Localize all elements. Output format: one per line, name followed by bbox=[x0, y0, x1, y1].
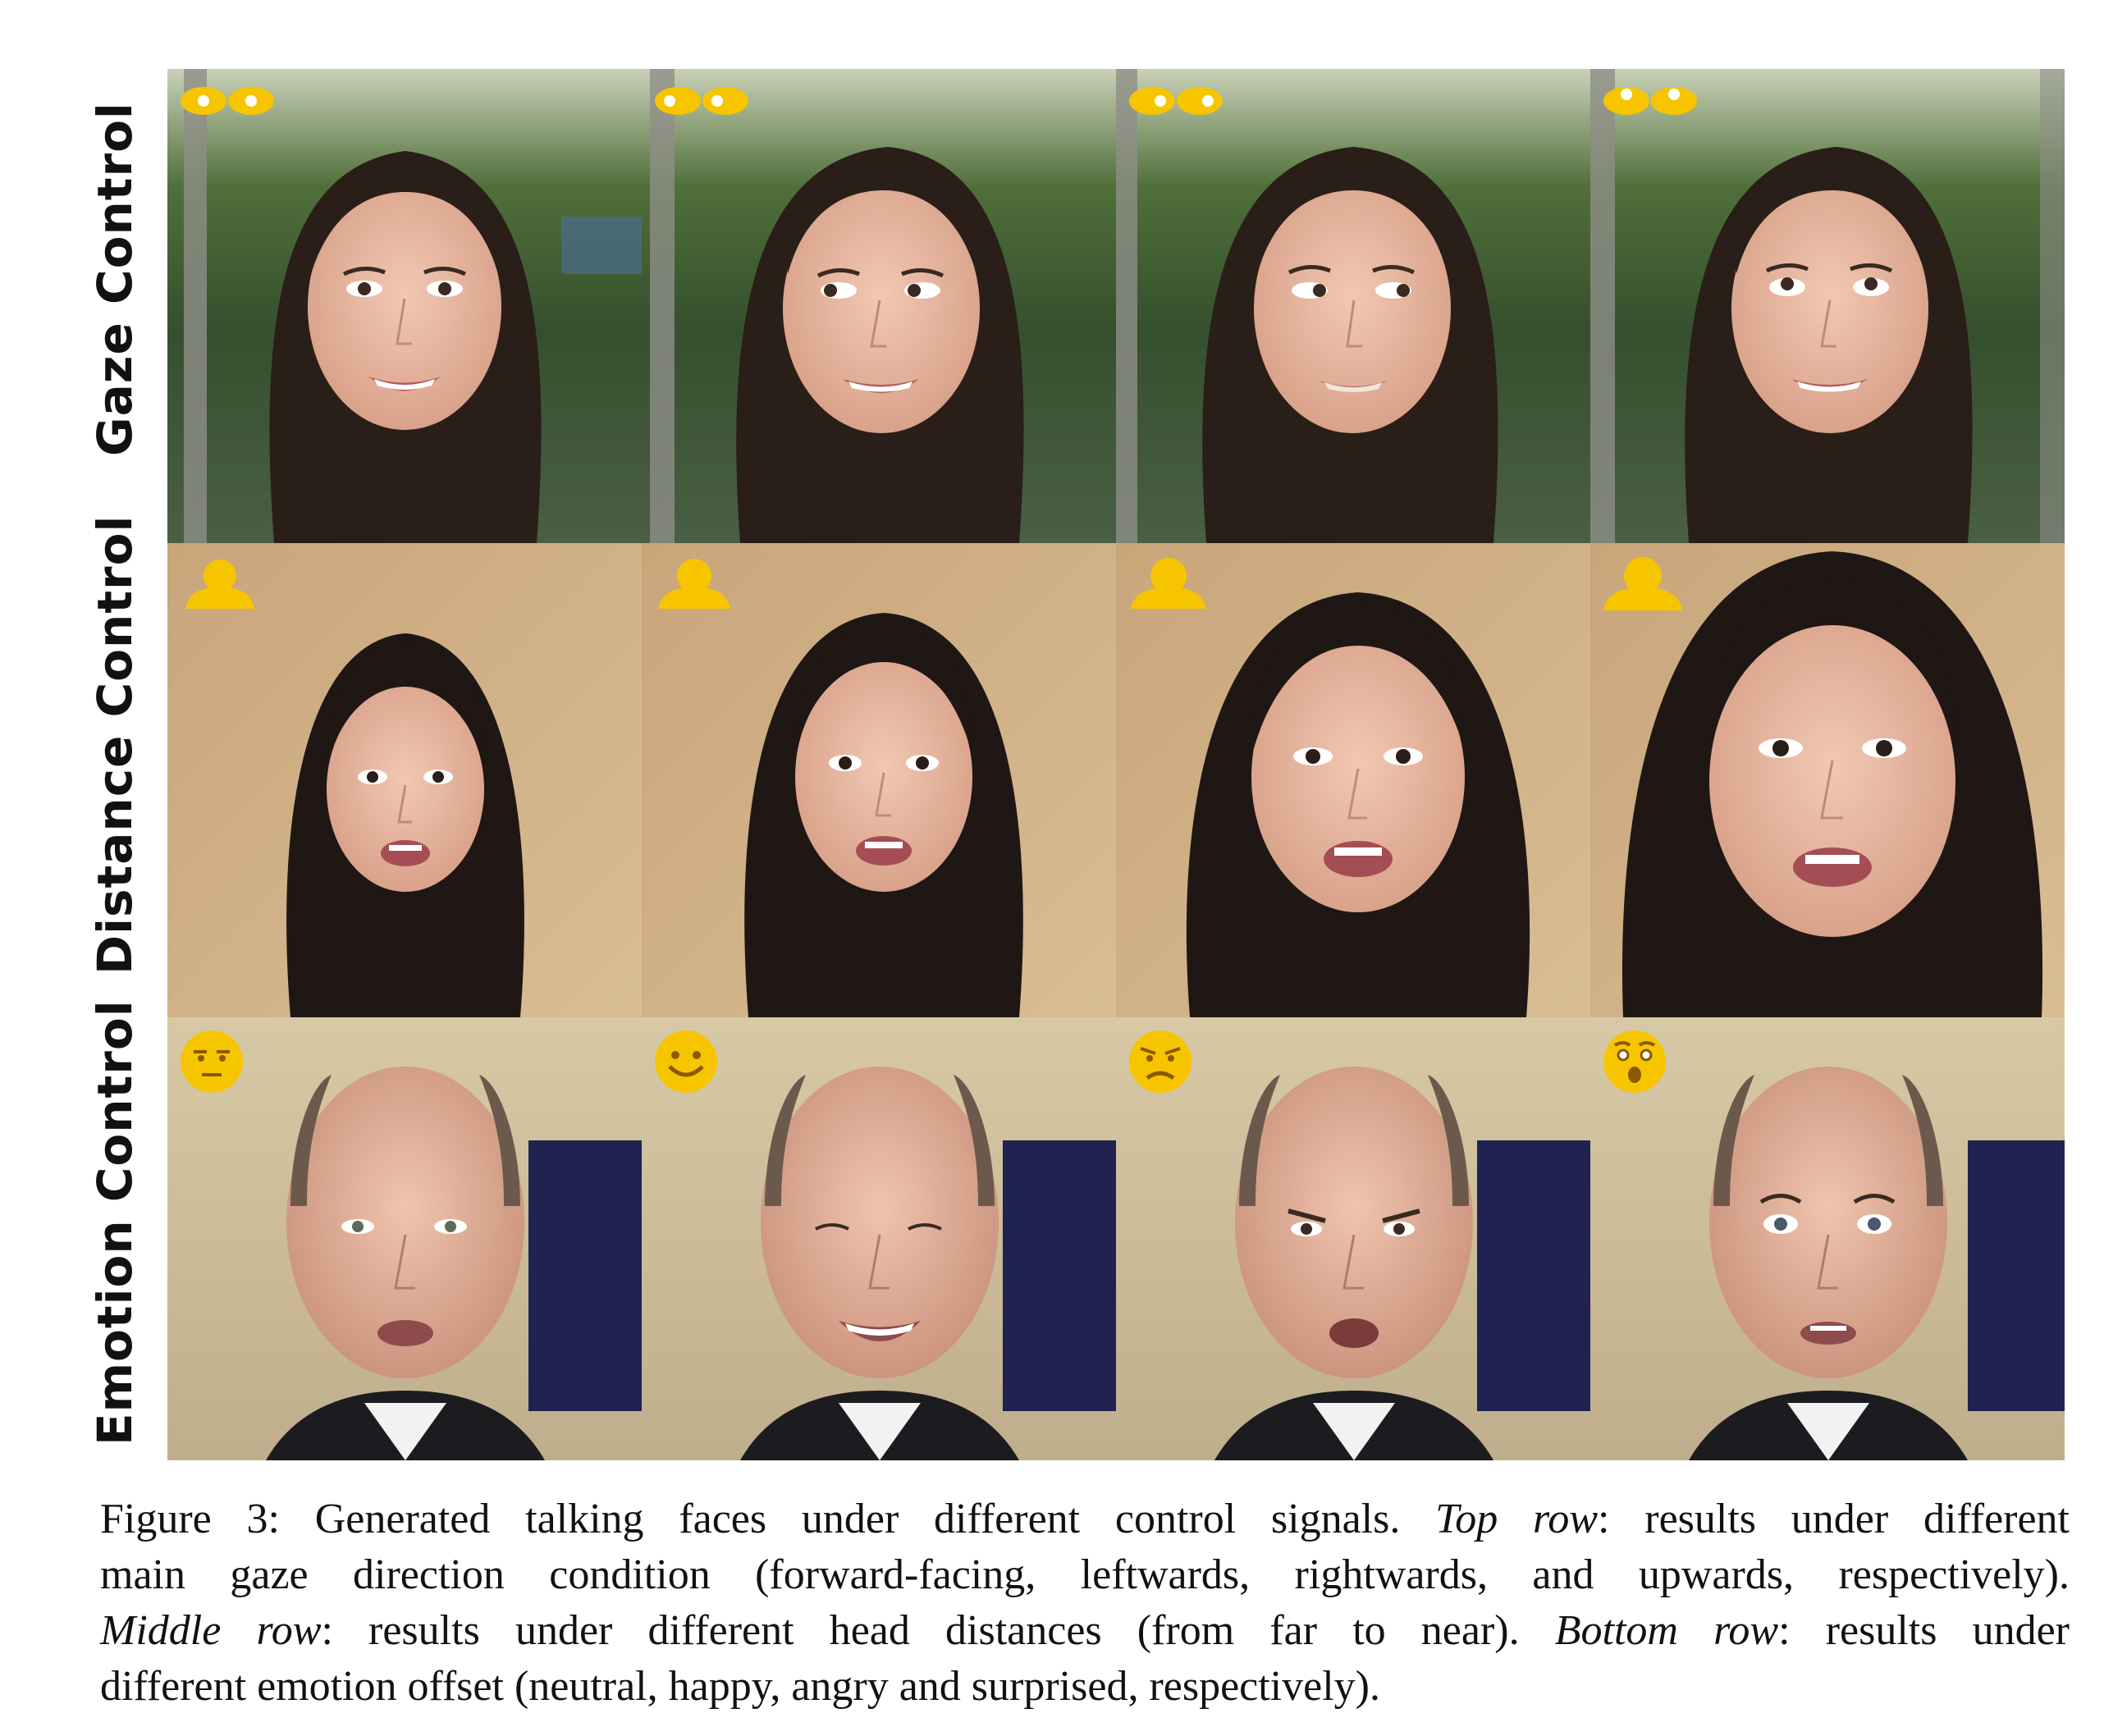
caption-line-4: different emotion offset (neutral, happy… bbox=[100, 1663, 1380, 1710]
person-medium-near-icon bbox=[1131, 558, 1206, 609]
surprised-face-icon bbox=[1603, 1030, 1666, 1093]
row-label-distance: Distance Control bbox=[87, 514, 143, 975]
eyes-up-icon bbox=[1603, 87, 1697, 115]
caption-line-3: Middle row: results under different head… bbox=[100, 1607, 2070, 1654]
distance-panel-far bbox=[167, 543, 642, 1017]
distance-panel-near bbox=[1590, 543, 2065, 1017]
eyes-forward-icon bbox=[181, 87, 274, 115]
person-far-icon bbox=[185, 560, 254, 609]
emotion-panel-surprised bbox=[1590, 1017, 2065, 1460]
figure-caption: Figure 3: Generated talking faces under … bbox=[100, 1492, 2070, 1715]
happy-face-icon bbox=[655, 1030, 717, 1093]
caption-line-2: main gaze direction condition (forward-f… bbox=[100, 1551, 2070, 1598]
eyes-right-icon bbox=[1129, 87, 1223, 115]
angry-face-icon bbox=[1129, 1030, 1192, 1093]
row-label-emotion: Emotion Control bbox=[87, 999, 143, 1446]
emotion-panel-happy bbox=[642, 1017, 1116, 1460]
row-label-gaze: Gaze Control bbox=[87, 102, 143, 456]
gaze-panel-right bbox=[1116, 69, 1590, 543]
gaze-panel-left bbox=[642, 69, 1116, 543]
neutral-face-icon bbox=[181, 1030, 243, 1093]
caption-line-1: Figure 3: Generated talking faces under … bbox=[100, 1496, 2070, 1542]
person-medium-far-icon bbox=[658, 559, 730, 609]
distance-panel-medium-near bbox=[1116, 543, 1590, 1017]
emotion-panel-neutral bbox=[167, 1017, 642, 1460]
eyes-left-icon bbox=[655, 87, 748, 115]
distance-panel-medium-far bbox=[642, 543, 1116, 1017]
person-near-icon bbox=[1603, 557, 1682, 610]
gaze-panel-forward bbox=[167, 69, 642, 543]
gaze-panel-up bbox=[1590, 69, 2065, 543]
emotion-panel-angry bbox=[1116, 1017, 1590, 1460]
